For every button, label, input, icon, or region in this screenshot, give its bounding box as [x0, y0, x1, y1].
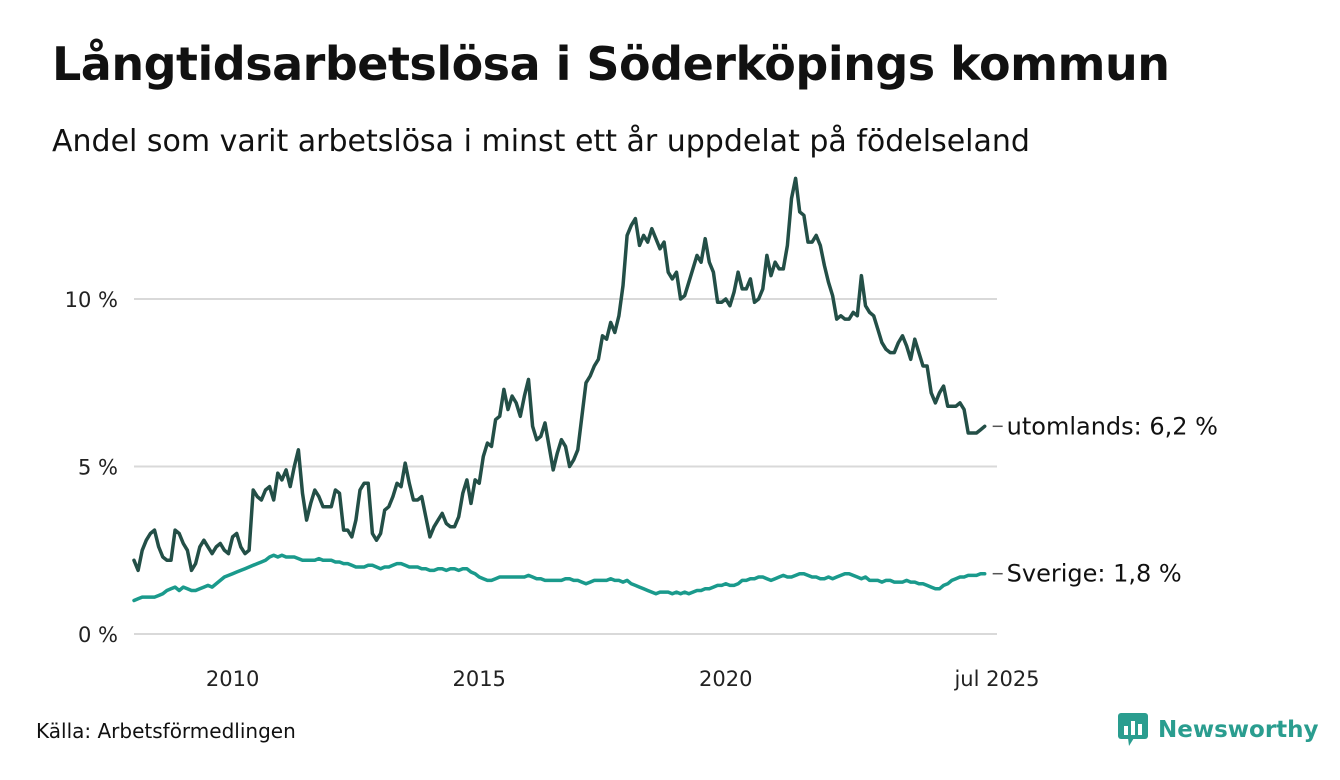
y-axis-ticks: 0 % 5 % 10 %	[65, 288, 118, 647]
x-tick-label: 2015	[452, 667, 505, 691]
line-chart: 0 % 5 % 10 % 2010 2015 2020 jul 2025 utomland…	[65, 176, 1218, 691]
chart-title: Långtidsarbetslösa i Söderköpings kommun	[52, 37, 1170, 91]
y-tick-label: 0 %	[78, 623, 118, 647]
x-tick-label: 2010	[206, 667, 259, 691]
chart-subtitle: Andel som varit arbetslösa i minst ett å…	[52, 124, 1030, 159]
series-line-sverige	[132, 553, 987, 603]
source-note: Källa: Arbetsförmedlingen	[36, 719, 296, 743]
series-lines	[132, 176, 987, 603]
end-label-sverige: Sverige: 1,8 %	[1007, 560, 1182, 588]
newsworthy-chart-bubble-icon	[1118, 713, 1148, 746]
x-tick-label: jul 2025	[953, 667, 1039, 691]
x-tick-label: 2020	[699, 667, 752, 691]
end-label-utomlands: utomlands: 6,2 %	[1007, 412, 1218, 440]
brand-name: Newsworthy	[1158, 717, 1319, 743]
x-axis-ticks: 2010 2015 2020 jul 2025	[206, 667, 1040, 691]
series-line-utomlands	[132, 176, 987, 573]
y-tick-label: 10 %	[65, 288, 118, 312]
brand-logo: Newsworthy	[1118, 713, 1319, 747]
series-end-labels: utomlands: 6,2 % Sverige: 1,8 %	[992, 412, 1218, 588]
gridlines	[134, 298, 997, 635]
y-tick-label: 5 %	[78, 456, 118, 480]
